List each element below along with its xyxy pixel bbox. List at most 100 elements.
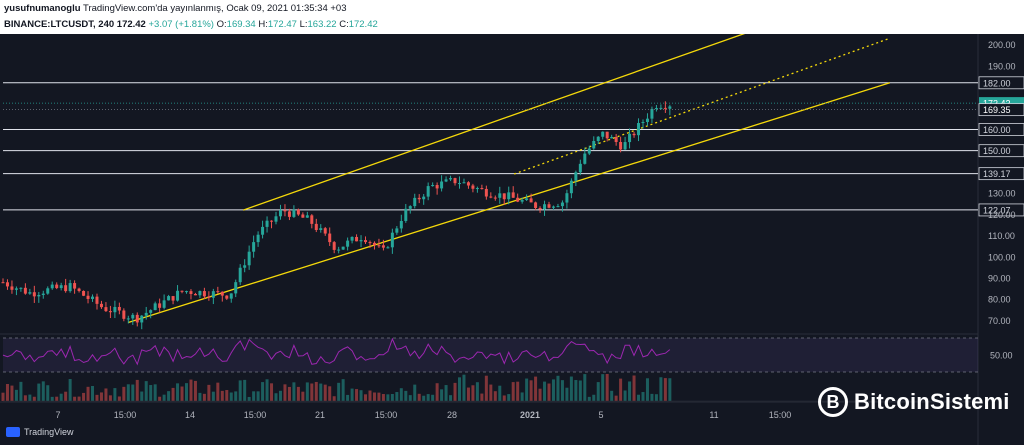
candle-body (243, 265, 247, 268)
volume-bar (601, 374, 605, 401)
volume-bar (359, 390, 363, 401)
volume-bar (444, 385, 448, 401)
volume-bar (167, 391, 171, 401)
volume-bar (377, 392, 381, 401)
candle-body (457, 183, 461, 185)
volume-bar (364, 394, 368, 401)
volume-bar (610, 390, 614, 401)
candle-body (99, 303, 103, 308)
volume-bar (23, 395, 27, 401)
candle-body (565, 193, 569, 203)
volume-bar (422, 395, 426, 401)
volume-bar (484, 375, 488, 401)
volume-bar (28, 394, 32, 401)
volume-bar (46, 385, 50, 401)
candle-body (368, 242, 372, 244)
volume-bar (462, 374, 466, 401)
price-tick-label: 80.00 (988, 295, 1011, 305)
candle-body (399, 220, 403, 229)
candle-body (247, 251, 251, 266)
candle-body (592, 140, 596, 149)
candle-body (37, 294, 41, 297)
last-price: 172.42 (116, 19, 146, 30)
candle-body (596, 136, 600, 141)
volume-bar (372, 392, 376, 401)
candle-body (126, 318, 130, 320)
volume-bar (234, 391, 238, 401)
candle-body (202, 291, 206, 297)
volume-bar (287, 386, 291, 401)
candle-body (355, 236, 359, 242)
volume-bar (328, 386, 332, 401)
level-label: 139.17 (983, 169, 1011, 179)
volume-bar (180, 386, 184, 401)
candle-body (346, 240, 350, 247)
volume-bar (64, 391, 68, 401)
volume-bar (184, 383, 188, 401)
volume-bar (408, 395, 412, 401)
level-label-box (978, 203, 1024, 217)
volume-bar (534, 376, 538, 401)
author-name[interactable]: yusufnumanoglu (4, 3, 81, 14)
volume-bar (341, 379, 345, 401)
candle-body (578, 163, 582, 173)
level-label-box (978, 167, 1024, 181)
candle-body (140, 315, 144, 323)
volume-bar (278, 390, 282, 401)
volume-bar (162, 394, 166, 401)
volume-bar (596, 382, 600, 401)
open-value: 169.34 (226, 19, 256, 30)
volume-bar (5, 383, 9, 401)
candle-body (274, 216, 278, 222)
level-label-box (978, 123, 1024, 136)
candle-body (46, 288, 50, 294)
volume-bar (41, 381, 45, 401)
candle-body (534, 202, 538, 208)
volume-bar (587, 396, 591, 401)
candle-body (444, 179, 448, 182)
candle-body (341, 246, 345, 250)
candle-body (23, 287, 27, 294)
candle-body (395, 228, 399, 233)
candle-body (560, 202, 564, 207)
candle-body (663, 107, 667, 109)
channel-line-upper (243, 34, 746, 211)
candle-body (435, 185, 439, 189)
volume-bar (498, 385, 502, 401)
candle-body (104, 307, 108, 312)
volume-bar (350, 388, 354, 401)
volume-bar (292, 382, 296, 401)
volume-bar (91, 386, 95, 401)
volume-bar (68, 379, 72, 401)
price-chart[interactable]: 182.00 160.00 150.00 139.17 122.07 70.00 80.00… (0, 34, 1024, 445)
candle-body (265, 220, 269, 227)
price-change: +3.07 (+1.81%) (148, 19, 214, 30)
candle-body (529, 198, 533, 203)
volume-bar (516, 381, 520, 401)
price-tick-label: 190.00 (988, 61, 1016, 71)
symbol-label[interactable]: BINANCE:LTCUSDT, 240 (4, 19, 115, 30)
candle-body (350, 236, 354, 241)
candle-body (484, 188, 488, 197)
volume-bar (310, 383, 314, 401)
volume-bar (73, 396, 77, 401)
candle-body (211, 291, 215, 298)
candle-body (193, 293, 197, 296)
tradingview-logo[interactable]: TradingView (6, 427, 74, 437)
candle-body (252, 242, 256, 252)
volume-bar (650, 393, 654, 401)
volume-bar (569, 376, 573, 401)
candle-body (59, 285, 63, 289)
candle-body (77, 288, 81, 291)
candle-body (650, 108, 654, 119)
candle-body (583, 153, 587, 164)
volume-bar (108, 395, 112, 401)
candle-body (466, 182, 470, 186)
volume-bar (547, 383, 551, 401)
candle-body (207, 296, 211, 298)
candle-body (404, 208, 408, 221)
volume-bar (543, 381, 547, 401)
price-label-ref: 169.35 (983, 105, 1011, 115)
close-label: C: (339, 19, 349, 30)
candle-body (1, 282, 5, 284)
